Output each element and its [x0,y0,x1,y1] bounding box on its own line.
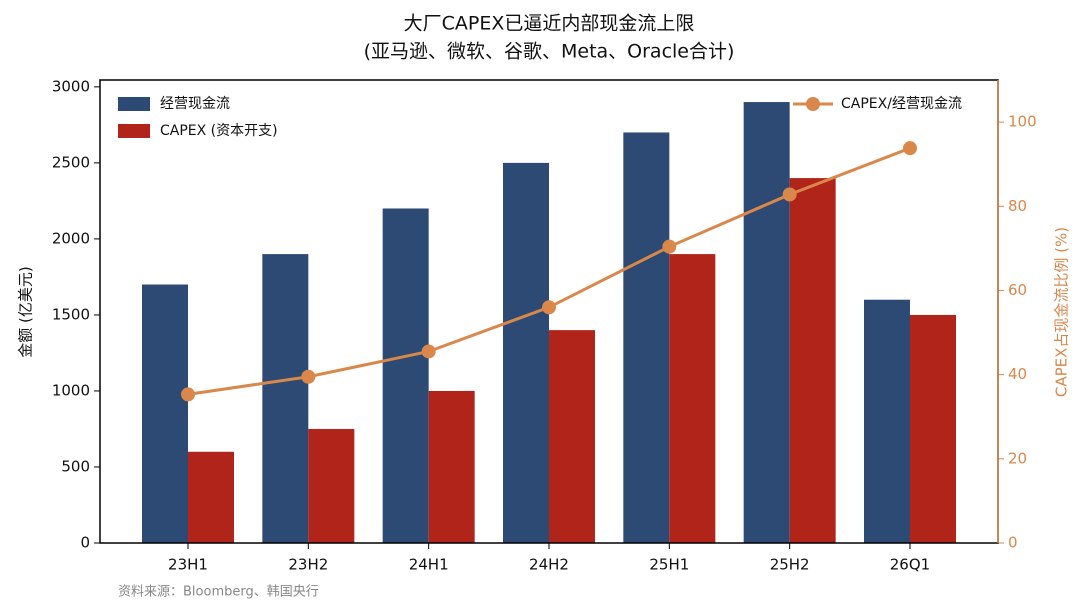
bar [623,132,670,543]
bar [743,102,790,544]
line-marker [542,300,556,315]
y-tick-label: 2500 [52,153,90,171]
bar [863,299,910,543]
x-tick-label: 24H1 [409,556,449,574]
chart-subtitle: (亚马逊、微软、谷歌、Meta、Oracle合计) [364,41,735,63]
x-tick-label: 23H1 [168,556,208,574]
x-tick-label: 25H1 [649,556,689,574]
line-marker [902,141,917,156]
y-axis-label: 金额 (亿美元) [17,266,35,357]
y2-tick-label: 80 [1008,197,1027,215]
bar [308,428,355,543]
y-tick-label: 1500 [52,305,90,323]
x-tick-label: 26Q1 [890,556,930,574]
legend-label: 经营现金流 [160,96,230,112]
y2-tick-label: 40 [1008,365,1027,383]
y2-tick-label: 100 [1008,113,1037,131]
x-tick-label: 25H2 [770,556,810,574]
y-tick-label: 1000 [52,381,90,399]
bar [549,330,595,543]
legend-marker [806,97,820,111]
x-tick-label: 23H2 [288,556,328,574]
y-tick-label: 3000 [52,77,90,95]
bar [188,451,235,543]
y-tick-label: 0 [80,534,90,552]
y2-tick-label: 60 [1008,281,1027,299]
bar [669,254,716,543]
line-marker [421,344,436,359]
y-tick-label: 500 [61,457,90,475]
bar [789,178,836,543]
legend-label: CAPEX (资本开支) [160,123,278,139]
y2-axis-label: CAPEX占现金流比例 (%) [1053,227,1071,397]
bar [909,314,956,543]
y2-tick-label: 20 [1008,449,1027,467]
bar [382,208,429,543]
legend-swatch [118,97,150,111]
chart-title: 大厂CAPEX已逼近内部现金流上限 [404,13,695,35]
bar [428,390,475,543]
y-tick-label: 2000 [52,229,90,247]
source-note: 资料来源：Bloomberg、韩国央行 [118,585,319,600]
x-tick-label: 24H2 [529,556,569,574]
legend-swatch [118,124,150,138]
y2-tick-label: 0 [1008,534,1018,552]
line-marker [301,369,316,384]
line-marker [181,387,196,402]
bar [262,254,309,543]
bar [142,284,189,543]
line-marker [782,187,797,202]
line-marker [662,239,677,254]
legend-label: CAPEX/经营现金流 [841,96,962,112]
bar [503,162,549,543]
